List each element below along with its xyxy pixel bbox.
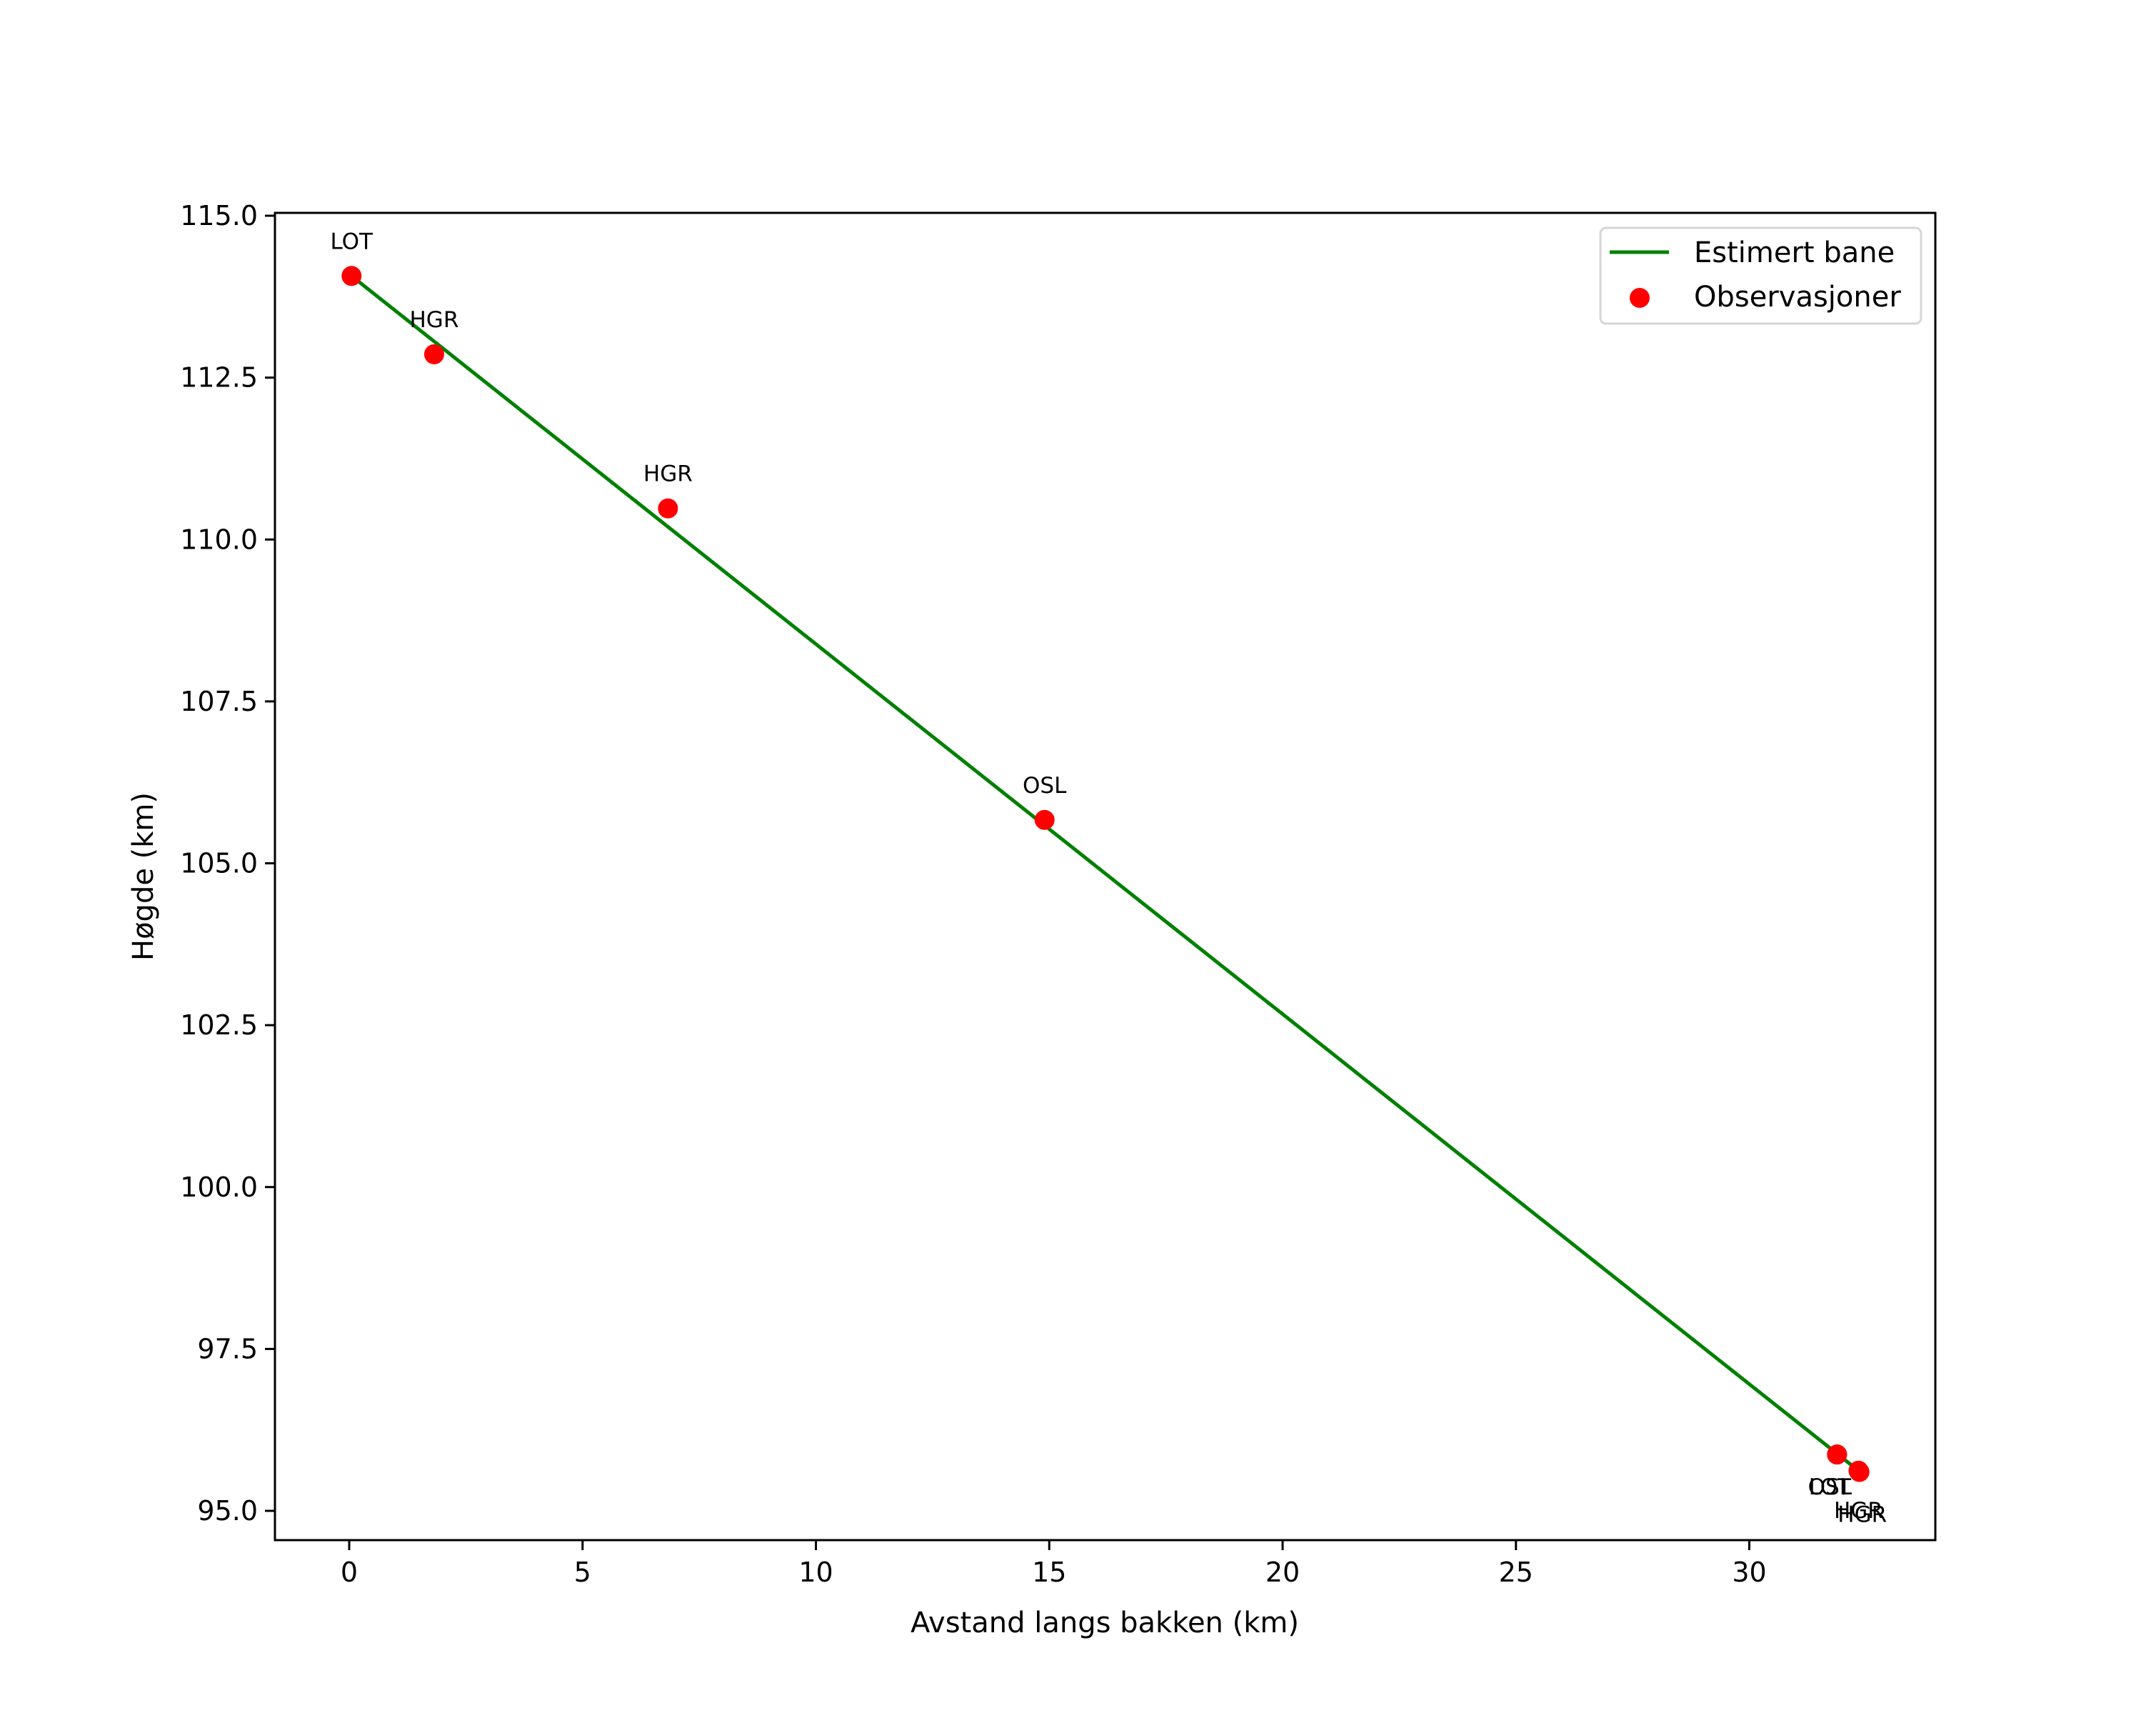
y-tick-label: 115.0	[180, 200, 258, 231]
estimated-trajectory-line	[350, 274, 1860, 1472]
x-tick-label: 30	[1732, 1557, 1766, 1588]
observation-point	[1034, 809, 1055, 830]
y-tick-label: 97.5	[197, 1333, 258, 1364]
y-tick-label: 95.0	[197, 1495, 258, 1527]
y-axis-ticks: 95.0 97.5 100.0 102.5 105.0 107.5 110.0 112.5 11…	[180, 200, 275, 1527]
observation-points	[341, 266, 1870, 1482]
x-axis-label: Avstand langs bakken (km)	[911, 1607, 1299, 1639]
y-axis-label: Høgde (km)	[127, 792, 160, 961]
station-label: HGR	[1837, 1502, 1887, 1528]
observation-point	[341, 266, 362, 286]
station-label: LOT	[331, 229, 374, 254]
y-tick-label: 110.0	[180, 524, 258, 555]
legend-item-estimert-bane: Estimert bane	[1694, 236, 1895, 269]
station-label: LOT	[1809, 1474, 1852, 1500]
station-label: HGR	[643, 461, 693, 487]
legend-item-observasjoner: Observasjoner	[1694, 281, 1901, 314]
y-tick-label: 107.5	[180, 686, 258, 717]
y-tick-label: 100.0	[180, 1172, 258, 1203]
station-label: HGR	[1834, 1498, 1883, 1524]
observation-point	[423, 344, 444, 364]
y-tick-label: 102.5	[180, 1009, 258, 1041]
legend-box	[1599, 226, 1922, 325]
x-tick-label: 10	[798, 1557, 833, 1588]
station-label: OSL	[1023, 773, 1067, 799]
x-tick-label: 15	[1032, 1557, 1066, 1588]
y-tick-label: 105.0	[180, 848, 258, 879]
legend: Estimert bane Observasjoner	[1599, 226, 1922, 325]
trajectory-line	[350, 274, 1860, 1472]
axes-frame	[274, 211, 1937, 1542]
station-label: HGR	[409, 307, 458, 333]
x-tick-label: 5	[574, 1557, 591, 1588]
x-tick-label: 25	[1499, 1557, 1533, 1588]
x-axis-ticks: 0 5 10 15 20 25 30	[341, 1540, 1767, 1588]
station-label: OSL	[1808, 1474, 1852, 1500]
x-tick-label: 20	[1265, 1557, 1300, 1588]
legend-dot-icon	[1630, 288, 1650, 308]
observation-point	[1849, 1462, 1870, 1482]
x-tick-label: 0	[341, 1557, 358, 1588]
observation-point	[1827, 1444, 1847, 1465]
observation-point	[658, 498, 678, 519]
y-tick-label: 112.5	[180, 362, 258, 394]
